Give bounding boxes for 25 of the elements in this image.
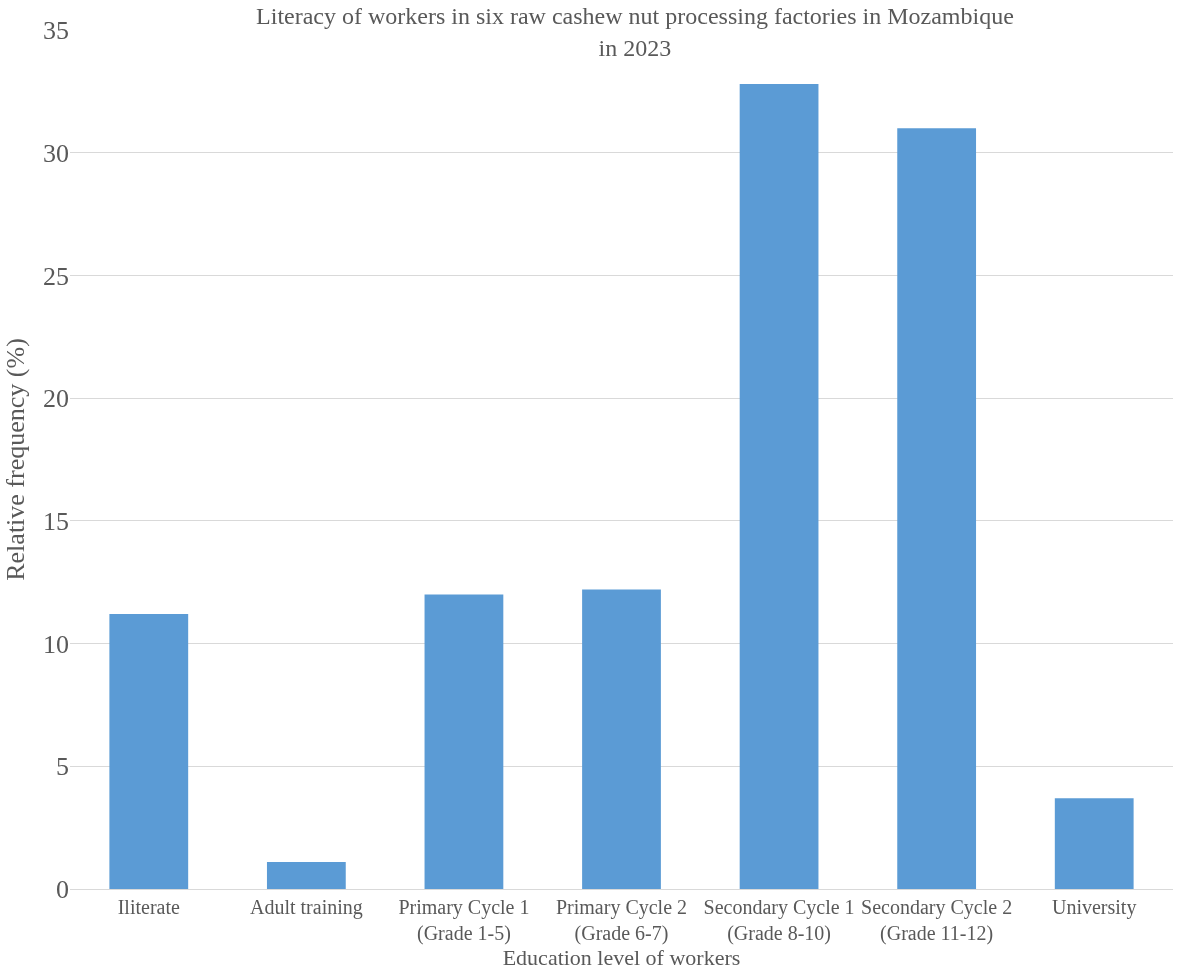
bar bbox=[739, 83, 819, 889]
y-tick-label: 30 bbox=[43, 138, 69, 168]
y-tick-label: 20 bbox=[43, 384, 69, 414]
x-tick-label: Primary Cycle 2 (Grade 6-7) bbox=[555, 896, 688, 945]
y-tick-label: 35 bbox=[43, 16, 69, 46]
y-axis-title: Relative frequency (%) bbox=[1, 338, 31, 581]
y-tick-label: 15 bbox=[43, 506, 69, 536]
bar bbox=[424, 594, 504, 889]
bar bbox=[266, 862, 346, 889]
y-tick-label: 25 bbox=[43, 261, 69, 291]
x-tick-label: Primary Cycle 1 (Grade 1-5) bbox=[398, 896, 530, 945]
bar bbox=[582, 589, 661, 889]
y-tick-label: 5 bbox=[56, 752, 69, 782]
x-tick-label: University bbox=[1051, 896, 1137, 919]
y-tick-label: 10 bbox=[43, 629, 69, 659]
x-axis-title: Education level of workers bbox=[502, 945, 741, 970]
bar bbox=[897, 128, 977, 889]
y-tick-label: 0 bbox=[56, 875, 69, 905]
x-tick-label: Secondary Cycle 2 (Grade 11-12) bbox=[861, 896, 1013, 945]
bar bbox=[109, 614, 189, 889]
x-tick-label: Iliterate bbox=[117, 896, 180, 918]
x-tick-label: Secondary Cycle 1 (Grade 8-10) bbox=[703, 896, 855, 945]
bar bbox=[1054, 798, 1134, 889]
chart-title: Literacy of workers in six raw cashew nut processing factories in Mozambique in 2023 bbox=[256, 3, 1014, 61]
x-tick-label: Adult training bbox=[249, 896, 363, 919]
